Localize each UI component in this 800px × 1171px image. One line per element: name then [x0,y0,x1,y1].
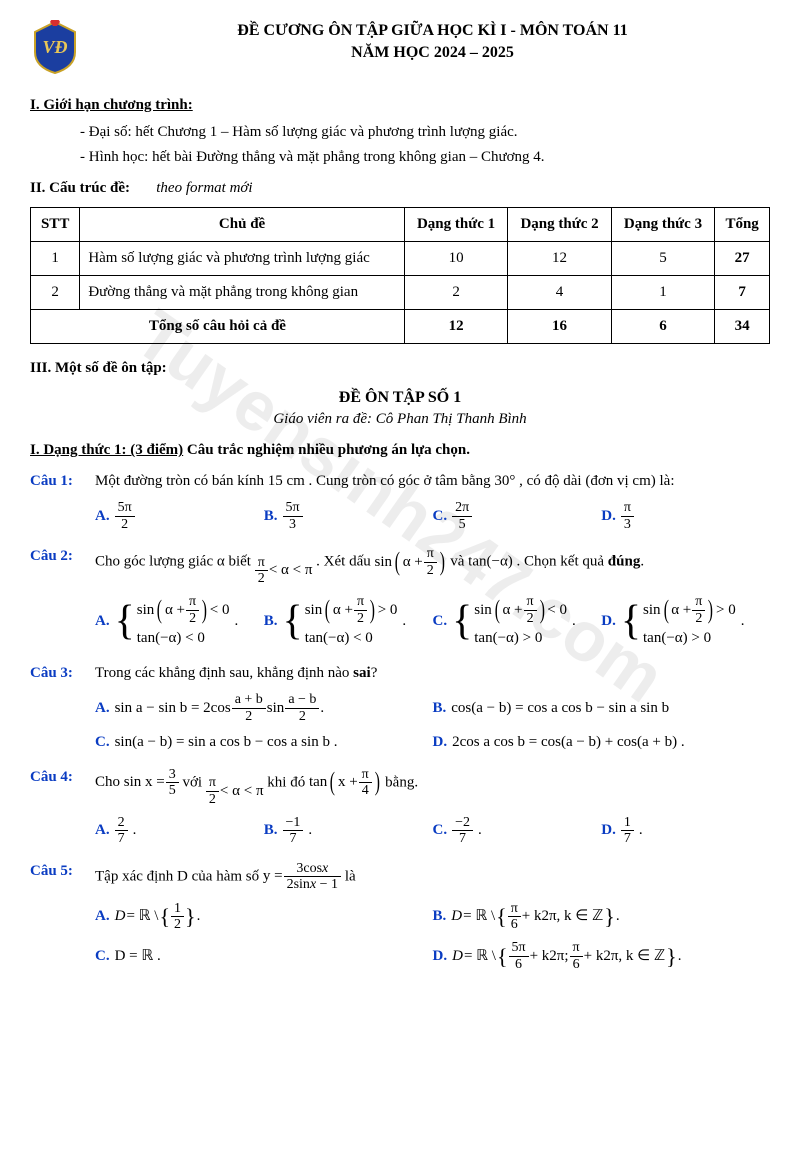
q5-text: Tập xác định D của hàm số y = 3cosx2sinx… [95,861,770,893]
total-sum: 34 [715,310,770,344]
cell-topic: Hàm số lượng giác và phương trình lượng … [80,242,405,276]
cell-stt: 1 [31,242,80,276]
q3-text: Trong các khẳng định sau, khẳng định nào… [95,663,770,684]
q4-options: A. 27 . B. −17 . C. −27 . D. 17 . [95,811,770,851]
cell-d1: 2 [404,276,507,310]
q4-label: Câu 4: [30,767,85,788]
q3-label: Câu 3: [30,663,85,684]
sec1-bullet1: - Đại số: hết Chương 1 – Hàm số lượng gi… [80,122,770,143]
q5-opt-C: C. D = ℝ . [95,936,433,976]
q3-options: A. sin a − sin b = 2cos a + b2 sin a − b… [95,688,770,757]
table-row: 1 Hàm số lượng giác và phương trình lượn… [31,242,770,276]
cell-d2: 4 [508,276,611,310]
sec1-bullet2: - Hình học: hết bài Đường thẳng và mặt p… [80,147,770,168]
q2-text: Cho góc lượng giác α biết π2 < α < π . X… [95,546,770,586]
question-1: Câu 1: Một đường tròn có bán kính 15 cm … [30,471,770,492]
table-total-row: Tổng số câu hỏi cả đề 12 16 6 34 [31,310,770,344]
q1-label: Câu 1: [30,471,85,492]
q5-opt-B: B. D = ℝ \ {π6 + k2π, k ∈ ℤ} . [433,897,771,937]
cell-sum: 27 [715,242,770,276]
total-label: Tổng số câu hỏi cả đề [31,310,405,344]
q1-opt-D: D. π3 [601,496,770,536]
doc-title-line1: ĐỀ CƯƠNG ÔN TẬP GIỮA HỌC KÌ I - MÔN TOÁN… [95,20,770,42]
th-topic: Chủ đề [80,208,405,242]
total-d2: 16 [508,310,611,344]
section-1-heading: I. Giới hạn chương trình: [30,95,770,116]
total-d1: 12 [404,310,507,344]
q4-text: Cho sin x = 35 với π2 < α < π khi đó tan… [95,767,770,807]
cell-sum: 7 [715,276,770,310]
q1-options: A. 5π2 B. 5π3 C. 2π5 D. π3 [95,496,770,536]
q4-opt-A: A. 27 . [95,811,264,851]
q1-opt-B: B. 5π3 [264,496,433,536]
table-header-row: STT Chủ đề Dạng thức 1 Dạng thức 2 Dạng … [31,208,770,242]
q2-opt-A: A. { sin(α + π2) < 0 tan(−α) < 0 . [95,590,264,653]
table-row: 2 Đường thẳng và mặt phẳng trong không g… [31,276,770,310]
q5-options: A. D = ℝ \ {12} . B. D = ℝ \ {π6 + k2π, … [95,897,770,977]
q2-options: A. { sin(α + π2) < 0 tan(−α) < 0 . B. { … [95,590,770,653]
total-d3: 6 [611,310,714,344]
q1-opt-C: C. 2π5 [433,496,602,536]
cell-topic: Đường thẳng và mặt phẳng trong không gia… [80,276,405,310]
sec2-note: theo format mới [156,180,252,196]
cell-d3: 1 [611,276,714,310]
th-d2: Dạng thức 2 [508,208,611,242]
doc-title-line2: NĂM HỌC 2024 – 2025 [95,42,770,64]
th-d1: Dạng thức 1 [404,208,507,242]
q5-opt-D: D. D = ℝ \ {5π6 + k2π; π6 + k2π, k ∈ ℤ} … [433,936,771,976]
school-logo: VĐ [30,20,80,75]
q3-opt-D: D. 2cos a cos b = cos(a − b) + cos(a + b… [433,728,771,757]
q5-label: Câu 5: [30,861,85,882]
document-header: VĐ ĐỀ CƯƠNG ÔN TẬP GIỮA HỌC KÌ I - MÔN T… [30,20,770,75]
q3-opt-B: B. cos(a − b) = cos a cos b − sin a sin … [433,688,771,728]
q4-opt-C: C. −27 . [433,811,602,851]
form1-heading: I. Dạng thức 1: (3 điểm) Câu trắc nghiệm… [30,440,770,461]
exam-author: Giáo viên ra đề: Cô Phan Thị Thanh Bình [30,409,770,430]
question-3: Câu 3: Trong các khẳng định sau, khẳng đ… [30,663,770,684]
question-5: Câu 5: Tập xác định D của hàm số y = 3co… [30,861,770,893]
q1-opt-A: A. 5π2 [95,496,264,536]
section-2-heading: II. Cấu trúc đề: [30,180,130,196]
th-stt: STT [31,208,80,242]
cell-stt: 2 [31,276,80,310]
cell-d2: 12 [508,242,611,276]
q3-opt-C: C. sin(a − b) = sin a cos b − cos a sin … [95,728,433,757]
svg-text:VĐ: VĐ [42,37,67,57]
q4-opt-B: B. −17 . [264,811,433,851]
structure-table: STT Chủ đề Dạng thức 1 Dạng thức 2 Dạng … [30,207,770,344]
q2-opt-C: C. { sin(α + π2) < 0 tan(−α) > 0 . [433,590,602,653]
cell-d1: 10 [404,242,507,276]
question-4: Câu 4: Cho sin x = 35 với π2 < α < π khi… [30,767,770,807]
th-d3: Dạng thức 3 [611,208,714,242]
th-sum: Tổng [715,208,770,242]
q1-text: Một đường tròn có bán kính 15 cm . Cung … [95,471,770,492]
cell-d3: 5 [611,242,714,276]
q2-opt-B: B. { sin(α + π2) > 0 tan(−α) < 0 . [264,590,433,653]
question-2: Câu 2: Cho góc lượng giác α biết π2 < α … [30,546,770,586]
exam-title: ĐỀ ÔN TẬP SỐ 1 [30,387,770,409]
q3-opt-A: A. sin a − sin b = 2cos a + b2 sin a − b… [95,688,433,728]
q4-opt-D: D. 17 . [601,811,770,851]
q5-opt-A: A. D = ℝ \ {12} . [95,897,433,937]
q2-opt-D: D. { sin(α + π2) > 0 tan(−α) > 0 . [601,590,770,653]
section-3-heading: III. Một số đề ôn tập: [30,358,770,379]
q2-label: Câu 2: [30,546,85,567]
